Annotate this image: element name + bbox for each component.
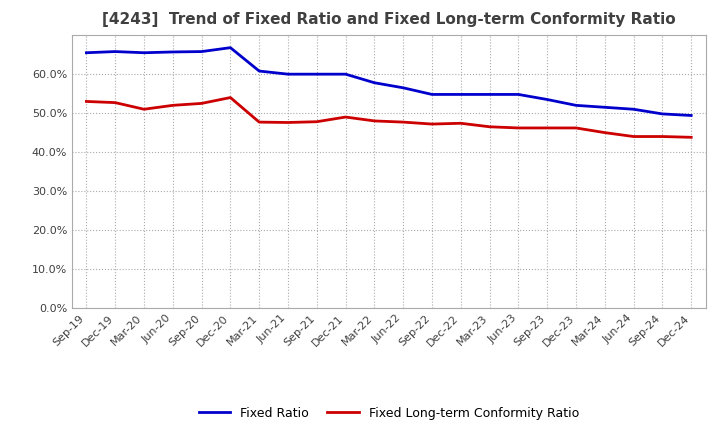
Line: Fixed Ratio: Fixed Ratio <box>86 48 691 115</box>
Fixed Ratio <box>370 80 379 85</box>
Line: Fixed Long-term Conformity Ratio: Fixed Long-term Conformity Ratio <box>86 98 691 137</box>
Fixed Long-term Conformity Ratio <box>168 103 177 108</box>
Fixed Ratio <box>168 49 177 55</box>
Fixed Long-term Conformity Ratio <box>82 99 91 104</box>
Title: [4243]  Trend of Fixed Ratio and Fixed Long-term Conformity Ratio: [4243] Trend of Fixed Ratio and Fixed Lo… <box>102 12 675 27</box>
Fixed Ratio <box>197 49 206 54</box>
Fixed Ratio <box>658 111 667 117</box>
Fixed Ratio <box>629 106 638 112</box>
Fixed Long-term Conformity Ratio <box>658 134 667 139</box>
Fixed Ratio <box>111 49 120 54</box>
Fixed Long-term Conformity Ratio <box>255 120 264 125</box>
Fixed Ratio <box>399 85 408 91</box>
Fixed Long-term Conformity Ratio <box>629 134 638 139</box>
Fixed Ratio <box>312 72 321 77</box>
Fixed Ratio <box>226 45 235 50</box>
Fixed Long-term Conformity Ratio <box>687 135 696 140</box>
Fixed Ratio <box>572 103 580 108</box>
Fixed Ratio <box>140 50 148 55</box>
Legend: Fixed Ratio, Fixed Long-term Conformity Ratio: Fixed Ratio, Fixed Long-term Conformity … <box>194 402 584 425</box>
Fixed Long-term Conformity Ratio <box>428 121 436 127</box>
Fixed Long-term Conformity Ratio <box>572 125 580 131</box>
Fixed Long-term Conformity Ratio <box>514 125 523 131</box>
Fixed Ratio <box>82 50 91 55</box>
Fixed Ratio <box>514 92 523 97</box>
Fixed Ratio <box>428 92 436 97</box>
Fixed Long-term Conformity Ratio <box>485 124 494 129</box>
Fixed Ratio <box>255 68 264 73</box>
Fixed Long-term Conformity Ratio <box>456 121 465 126</box>
Fixed Long-term Conformity Ratio <box>312 119 321 125</box>
Fixed Ratio <box>687 113 696 118</box>
Fixed Long-term Conformity Ratio <box>284 120 292 125</box>
Fixed Long-term Conformity Ratio <box>370 118 379 124</box>
Fixed Long-term Conformity Ratio <box>543 125 552 131</box>
Fixed Long-term Conformity Ratio <box>399 120 408 125</box>
Fixed Ratio <box>341 72 350 77</box>
Fixed Long-term Conformity Ratio <box>226 95 235 100</box>
Fixed Long-term Conformity Ratio <box>341 114 350 120</box>
Fixed Ratio <box>456 92 465 97</box>
Fixed Long-term Conformity Ratio <box>140 106 148 112</box>
Fixed Ratio <box>485 92 494 97</box>
Fixed Long-term Conformity Ratio <box>600 130 609 135</box>
Fixed Ratio <box>600 105 609 110</box>
Fixed Ratio <box>284 72 292 77</box>
Fixed Long-term Conformity Ratio <box>111 100 120 105</box>
Fixed Long-term Conformity Ratio <box>197 101 206 106</box>
Fixed Ratio <box>543 97 552 102</box>
